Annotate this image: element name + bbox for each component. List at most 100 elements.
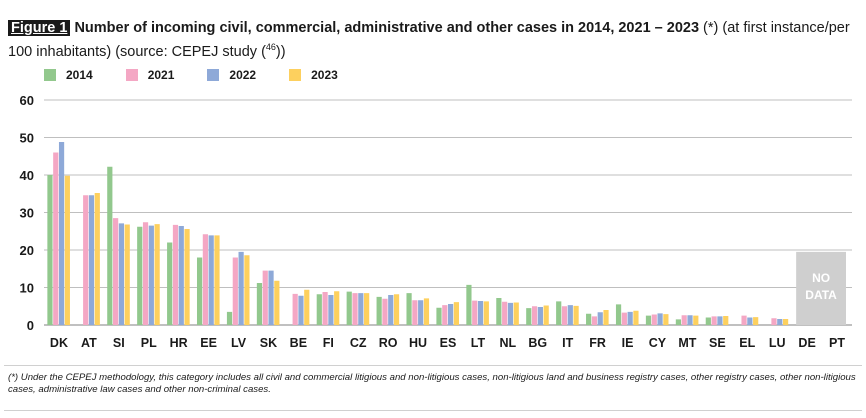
bar-HU-2023 bbox=[423, 298, 430, 325]
figure-title: Figure 1 Number of incoming civil, comme… bbox=[8, 19, 858, 62]
x-tick-label: IT bbox=[562, 336, 573, 350]
bar-NL-2022 bbox=[507, 302, 514, 325]
footnote-divider-top bbox=[4, 365, 862, 366]
x-tick-label: SI bbox=[113, 336, 125, 350]
bar-RO-2021 bbox=[382, 298, 388, 325]
bar-FI-2022 bbox=[328, 295, 334, 325]
bar-DK-2014 bbox=[47, 175, 53, 325]
bar-EE-2022 bbox=[208, 235, 214, 325]
bar-IT-2023 bbox=[573, 305, 579, 325]
bar-IT-2022 bbox=[567, 305, 573, 325]
legend-item-2023: 2023 bbox=[289, 68, 338, 82]
bar-SK-2014 bbox=[256, 283, 263, 325]
x-tick-label: BG bbox=[528, 336, 547, 350]
figure-title-suffix: (*) (at first instance/per 100 inhabitan… bbox=[8, 20, 850, 60]
figure-title-end: )) bbox=[275, 43, 286, 60]
bar-EE-2023 bbox=[214, 235, 220, 325]
bar-CZ-2021 bbox=[352, 293, 358, 325]
bar-FI-2014 bbox=[316, 294, 322, 325]
bar-PL-2022 bbox=[148, 225, 154, 325]
bar-BE-2023 bbox=[304, 289, 310, 325]
bar-HR-2022 bbox=[178, 226, 184, 325]
x-tick-label: NL bbox=[500, 336, 517, 350]
bar-BE-2021 bbox=[292, 293, 298, 325]
bar-LT-2022 bbox=[477, 301, 484, 325]
bar-IE-2022 bbox=[627, 311, 633, 325]
bar-ES-2021 bbox=[442, 305, 448, 325]
x-tick-label: SK bbox=[260, 336, 277, 350]
bar-IE-2023 bbox=[633, 310, 639, 325]
bar-HR-2014 bbox=[167, 242, 173, 325]
x-tick-label: CY bbox=[649, 336, 667, 350]
bar-SI-2023 bbox=[124, 224, 130, 325]
figure-label: Figure 1 bbox=[8, 20, 71, 36]
x-tick-label: FR bbox=[589, 336, 606, 350]
footnote-divider-bottom bbox=[4, 410, 862, 411]
bar-SE-2023 bbox=[723, 316, 729, 325]
bar-IE-2021 bbox=[621, 312, 627, 325]
x-tick-label: DE bbox=[798, 336, 815, 350]
y-tick-label: 60 bbox=[20, 93, 34, 108]
x-tick-label: MT bbox=[678, 336, 696, 350]
no-data-box bbox=[796, 251, 846, 325]
bar-LV-2014 bbox=[226, 311, 233, 325]
bar-CY-2023 bbox=[663, 314, 669, 325]
bar-NL-2014 bbox=[496, 298, 502, 325]
bar-NL-2023 bbox=[513, 302, 519, 325]
legend-item-2014: 2014 bbox=[44, 68, 93, 82]
bar-HR-2023 bbox=[184, 229, 190, 325]
bar-LT-2023 bbox=[483, 301, 489, 325]
bar-CY-2014 bbox=[645, 315, 652, 325]
legend-swatch bbox=[125, 69, 138, 81]
y-tick-label: 10 bbox=[20, 281, 34, 296]
bar-chart: 0 10 20 30 40 50 60 DK AT SI PL HR EE LV SK BE FI CZ RO HU E… bbox=[20, 93, 852, 350]
x-tick-label: EE bbox=[200, 336, 217, 350]
x-tick-label: HU bbox=[409, 336, 427, 350]
x-tick-label: BE bbox=[290, 336, 307, 350]
bar-AT-2023 bbox=[94, 193, 100, 325]
bar-DK-2021 bbox=[53, 152, 59, 325]
legend-label: 2022 bbox=[229, 68, 257, 82]
bar-SI-2022 bbox=[118, 223, 125, 325]
x-tick-label: HR bbox=[170, 336, 188, 350]
bar-EL-2023 bbox=[753, 317, 759, 325]
bar-HU-2021 bbox=[412, 300, 418, 325]
bar-LT-2014 bbox=[466, 284, 472, 325]
bar-EE-2021 bbox=[202, 234, 208, 325]
bar-SE-2014 bbox=[705, 317, 711, 325]
bar-PL-2014 bbox=[137, 226, 143, 325]
bar-SE-2021 bbox=[711, 316, 717, 325]
bar-FR-2021 bbox=[591, 316, 598, 325]
bar-FR-2014 bbox=[586, 313, 592, 325]
no-data-label-line1: NO bbox=[812, 271, 830, 285]
chart-legend: 2014 2021 2022 2023 bbox=[44, 66, 371, 84]
bar-IT-2014 bbox=[556, 301, 562, 325]
bar-HU-2022 bbox=[418, 300, 424, 325]
bar-CY-2022 bbox=[657, 313, 663, 325]
bar-EL-2022 bbox=[747, 317, 753, 325]
bar-SK-2022 bbox=[268, 270, 274, 325]
x-tick-label: LV bbox=[231, 336, 247, 350]
x-tick-label: CZ bbox=[350, 336, 367, 350]
bar-FI-2023 bbox=[334, 291, 340, 325]
bar-MT-2022 bbox=[687, 315, 693, 325]
x-tick-label: RO bbox=[379, 336, 398, 350]
bar-RO-2014 bbox=[376, 296, 382, 325]
bar-SI-2021 bbox=[113, 218, 119, 325]
y-tick-label: 30 bbox=[20, 206, 34, 221]
legend-item-2022: 2022 bbox=[207, 68, 256, 82]
y-tick-label: 20 bbox=[20, 243, 34, 258]
bar-CY-2021 bbox=[651, 314, 657, 325]
legend-label: 2014 bbox=[66, 68, 93, 82]
x-tick-label: DK bbox=[50, 336, 68, 350]
x-tick-label: LU bbox=[769, 336, 786, 350]
no-data-label-line2: DATA bbox=[805, 288, 837, 302]
x-tick-label: ES bbox=[440, 336, 457, 350]
source-reference: 46 bbox=[265, 42, 276, 52]
bar-BG-2022 bbox=[537, 307, 543, 325]
bar-CZ-2022 bbox=[358, 293, 364, 325]
legend-label: 2021 bbox=[147, 68, 175, 82]
bar-RO-2023 bbox=[393, 294, 400, 325]
legend-swatch bbox=[289, 69, 302, 81]
y-tick-label: 50 bbox=[20, 131, 34, 146]
